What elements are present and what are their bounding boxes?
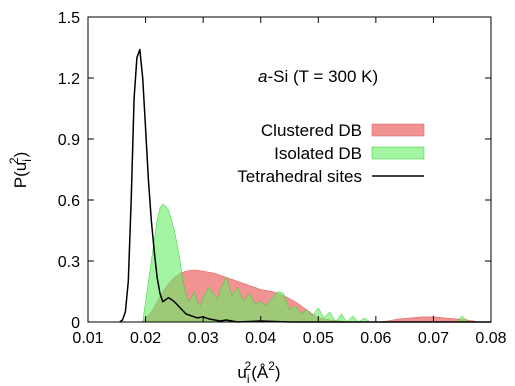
x-tick-label: 0.04 [245,330,276,347]
series-isolated-db [142,203,469,323]
x-tick-label: 0.05 [303,330,334,347]
x-tick-label: 0.07 [418,330,449,347]
legend: Clustered DB Isolated DB Tetrahedral sites [237,121,425,186]
x-tick-label: 0.02 [130,330,161,347]
legend-swatch-isolated-db [371,146,425,160]
y-tick-label: 0.6 [58,193,80,210]
annotation-italic: a [258,67,267,86]
y-tick-label: 1.2 [58,71,80,88]
series-tetrahedral-sites [119,48,491,323]
y-tick-label: 0 [71,315,80,332]
x-tick-label: 0.03 [188,330,219,347]
ticks-layer: 0.01 0.02 0.03 0.04 0.05 0.06 0.07 0.08 0 0.3 0.6 0… [58,10,507,347]
annotation-rest: -Si (T = 300 K) [267,67,378,86]
plot-frame [87,16,492,323]
series-layer [119,48,491,323]
y-axis-title: P(ui2) [7,152,34,189]
x-axis-title: ui2(Å2) [237,359,280,386]
legend-swatch-clustered-db [371,123,425,137]
legend-label-clustered-db: Clustered DB [261,121,362,140]
legend-label-isolated-db: Isolated DB [274,144,362,163]
x-tick-label: 0.08 [475,330,506,347]
x-tick-label: 0.01 [72,330,103,347]
y-tick-label: 0.9 [58,132,80,149]
y-tick-label: 0.3 [58,254,80,271]
x-tick-label: 0.06 [360,330,391,347]
annotation: a-Si (T = 300 K) [258,67,378,86]
y-tick-label: 1.5 [58,10,80,27]
legend-label-tetrahedral-sites: Tetrahedral sites [237,167,362,186]
